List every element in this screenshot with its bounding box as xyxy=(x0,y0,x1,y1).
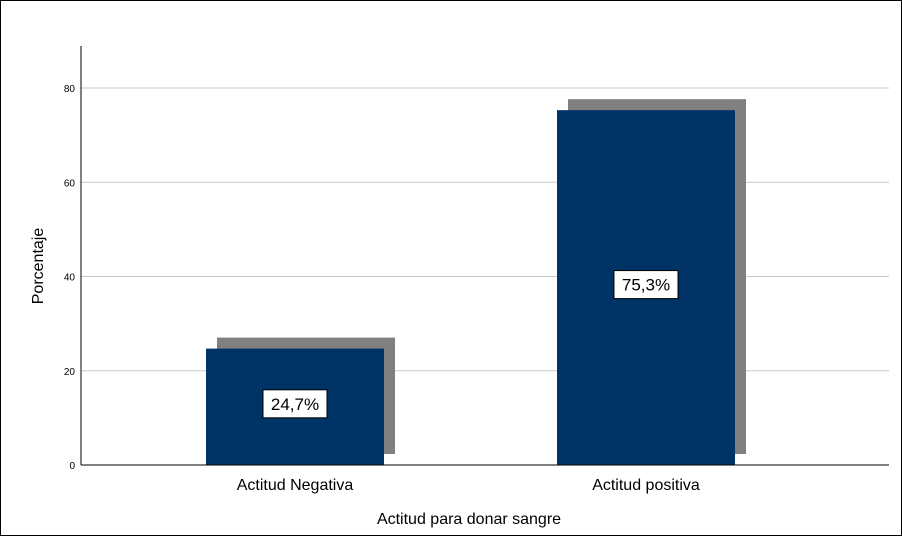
y-tick-label: 60 xyxy=(64,178,76,189)
y-axis-ticks: 0 20 40 60 80 xyxy=(64,84,76,472)
data-label-box xyxy=(262,389,328,419)
y-tick-label: 80 xyxy=(64,84,76,95)
bars: 24,7% 75,3% xyxy=(206,99,746,466)
x-category-label: Actitud positiva xyxy=(592,477,700,494)
y-tick-label: 40 xyxy=(64,273,76,284)
y-axis-title: Porcentaje xyxy=(30,228,47,305)
gridlines xyxy=(81,87,889,372)
x-category-label: Actitud Negativa xyxy=(237,477,354,494)
data-label-box xyxy=(613,270,679,300)
x-axis-categories: Actitud Negativa Actitud positiva xyxy=(237,477,700,494)
y-tick-label: 20 xyxy=(64,367,76,378)
data-label: 24,7% xyxy=(271,395,319,414)
y-tick-label: 0 xyxy=(69,461,75,472)
data-label: 75,3% xyxy=(622,276,670,295)
x-axis-title: Actitud para donar sangre xyxy=(377,511,561,528)
